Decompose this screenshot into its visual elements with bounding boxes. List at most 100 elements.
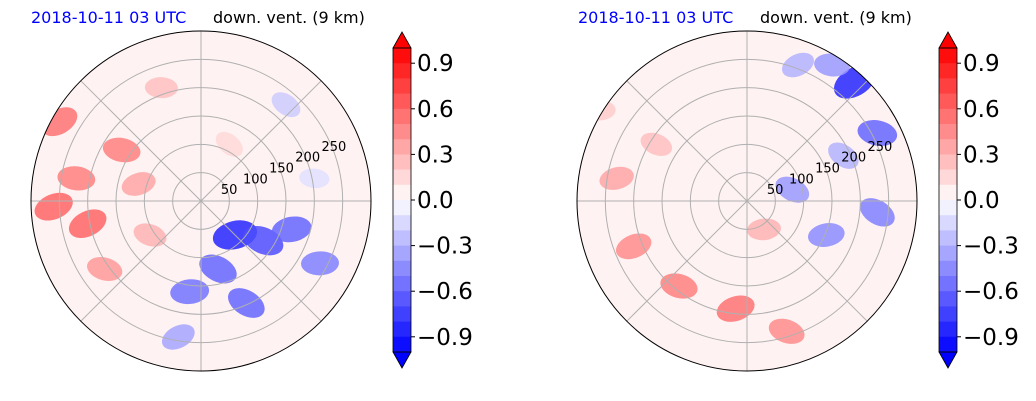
field-blob [828,142,859,169]
field-blob [640,132,673,156]
radial-tick-label: 100 [789,172,814,187]
colorbar-bin [939,306,957,323]
chart-panel-left: 50 100 150 200 250 0.9 0.6 0.3 0.0 −0.3 −0.6 −0.9 2… [30,8,473,372]
colorbar-bin [939,321,957,338]
colorbar-tick-label: −0.6 [963,279,1019,305]
radial-tick-label: 50 [221,183,238,198]
colorbar-tick-label: 0.6 [963,97,1000,123]
colorbar-bin [939,260,957,277]
colorbar-tick-label: −0.3 [417,234,473,260]
radial-tick-label: 100 [243,172,268,187]
field-blob [121,172,156,196]
field-blob [768,318,805,344]
colorbar-extend-bottom [938,351,958,369]
colorbar-bin [939,276,957,292]
grid-spoke [626,200,748,322]
field-blob [301,251,339,276]
chart-title-var-left: down. vent. (9 km) [213,8,365,27]
field-blob [271,216,312,243]
field-blob [133,223,167,247]
field-blob [660,273,698,299]
colorbar-tick-label: 0.9 [417,51,454,77]
colorbar-bin [939,336,957,353]
colorbar-bin [393,276,411,292]
colorbar-bin [393,124,411,140]
field-layer [34,77,339,350]
colorbar-bin [939,245,957,262]
colorbar-tick-label: 0.3 [963,142,1000,168]
colorbar-tick-label: −0.9 [417,325,473,351]
colorbar-tick-label: 0.9 [963,51,1000,77]
field-blob [747,218,781,241]
colorbar-bin [939,200,957,216]
radial-tick-label: 200 [295,151,320,166]
colorbar-bin [939,184,957,201]
colorbar-tick-label: 0.3 [417,142,454,168]
colorbar-bin [393,336,411,353]
field-blob [144,77,178,99]
grid-spoke [746,80,868,202]
colorbar-bin [393,260,411,277]
colorbar-tick-label: 0.0 [417,188,454,214]
field-blob [34,192,73,221]
field-blob [615,233,652,260]
colorbar-bin [939,291,957,307]
colorbar-bin [393,215,411,231]
radial-tick-label: 50 [767,183,784,198]
colorbar-bin [939,78,957,95]
colorbar-bin [939,169,957,186]
radial-tick-label: 200 [841,151,866,166]
colorbar-bin [393,154,411,171]
colorbar-bin [939,139,957,155]
radial-tick-label: 150 [269,161,294,176]
chart-title-time-left: 2018-10-11 03 UTC [31,8,187,27]
colorbar-bin [939,215,957,231]
colorbar-bin [393,63,411,79]
colorbar-bin [939,154,957,171]
grid-spoke [80,200,202,322]
colorbar-bin [393,93,411,110]
colorbar-extend-top [938,31,958,49]
colorbar-bin [393,169,411,186]
grid-spoke [746,200,868,322]
colorbar-bin [393,321,411,338]
colorbar-extend-bottom [392,351,412,369]
field-blob [87,257,123,281]
grid-spoke [200,200,322,322]
field-blob [299,168,330,189]
field-layer [583,52,898,344]
colorbar-bin [939,63,957,79]
field-blob [808,223,845,247]
field-blob [161,324,195,350]
colorbar-bin [939,230,957,247]
field-blob [782,52,814,78]
field-blob [716,295,755,322]
grid-spoke [626,80,748,202]
chart-title-time-right: 2018-10-11 03 UTC [578,8,734,27]
colorbar-tick-label: −0.3 [963,234,1019,260]
field-blob [228,288,265,318]
polar-frame [576,30,918,372]
colorbar-bin [393,200,411,216]
colorbar: 0.9 0.6 0.3 0.0 −0.3 −0.6 −0.9 [392,31,473,369]
colorbar-bin [393,245,411,262]
field-blob [859,198,895,227]
field-blob [199,254,237,284]
field-blob [102,137,141,163]
field-blob [271,92,301,118]
colorbar-bin [393,184,411,201]
polar-frame [30,30,372,372]
colorbar-tick-label: −0.6 [417,279,473,305]
colorbar-bin [393,291,411,307]
chart-title-var-right: down. vent. (9 km) [760,8,912,27]
radial-tick-label: 250 [867,140,892,155]
field-blob [57,166,96,191]
field-blob [215,131,243,157]
grid-spoke [200,80,322,202]
colorbar-bin [393,230,411,247]
colorbar-tick-label: 0.0 [963,188,1000,214]
colorbar-bin [939,48,957,64]
colorbar-bin [393,139,411,155]
